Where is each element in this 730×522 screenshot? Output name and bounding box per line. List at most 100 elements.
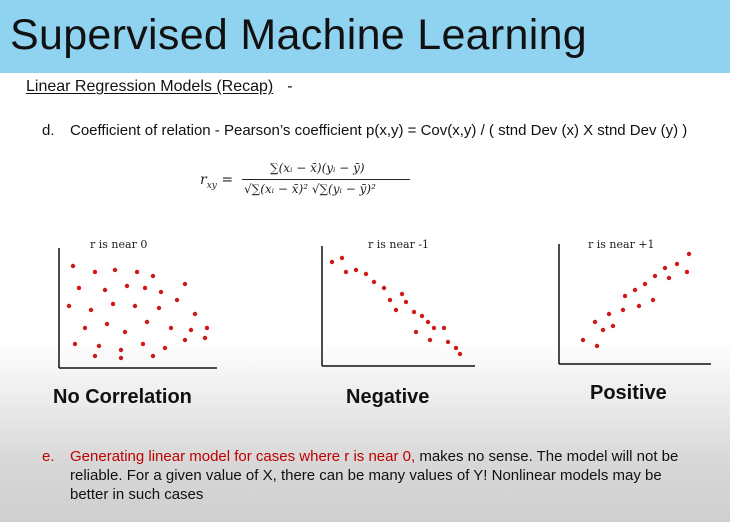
scatter-point	[413, 329, 419, 335]
item-e-marker: e.	[42, 448, 55, 465]
scatter-plot-negative	[321, 246, 475, 367]
scatter-point	[632, 287, 638, 293]
scatter-point	[96, 343, 102, 349]
plot-label-positive: r is near +1	[588, 238, 655, 251]
scatter-point	[134, 269, 140, 275]
item-e-highlight: Generating linear model for cases where …	[70, 448, 416, 465]
scatter-point	[371, 279, 377, 285]
scatter-point	[592, 319, 598, 325]
scatter-point	[104, 321, 110, 327]
scatter-point	[427, 337, 433, 343]
scatter-point	[606, 311, 612, 317]
scatter-point	[110, 301, 116, 307]
scatter-point	[411, 309, 417, 315]
scatter-point	[174, 297, 180, 303]
scatter-point	[650, 297, 656, 303]
scatter-point	[144, 319, 150, 325]
scatter-point	[636, 303, 642, 309]
scatter-point	[168, 325, 174, 331]
scatter-point	[202, 335, 208, 341]
subheading: Linear Regression Models (Recap) -	[26, 78, 293, 96]
formula-lhs: rxy =	[200, 172, 234, 191]
scatter-point	[387, 297, 393, 303]
subheading-dash: -	[287, 78, 293, 95]
scatter-point	[158, 289, 164, 295]
scatter-point	[140, 341, 146, 347]
scatter-point	[642, 281, 648, 287]
scatter-point	[441, 325, 447, 331]
scatter-point	[92, 269, 98, 275]
scatter-point	[600, 327, 606, 333]
scatter-point	[70, 263, 76, 269]
scatter-point	[674, 261, 680, 267]
scatter-point	[431, 325, 437, 331]
caption-negative: Negative	[346, 386, 430, 408]
plot-label-negative: r is near -1	[368, 238, 430, 251]
scatter-point	[182, 337, 188, 343]
scatter-point	[684, 269, 690, 275]
scatter-point	[580, 337, 586, 343]
scatter-point	[339, 255, 345, 261]
caption-positive: Positive	[590, 382, 667, 404]
formula-numerator: ∑(xᵢ − x̄)(yᵢ − ȳ)	[270, 161, 365, 175]
scatter-point	[82, 325, 88, 331]
scatter-plot-positive	[558, 244, 711, 365]
scatter-point	[142, 285, 148, 291]
scatter-point	[403, 299, 409, 305]
scatter-point	[419, 313, 425, 319]
scatter-point	[102, 287, 108, 293]
scatter-point	[652, 273, 658, 279]
scatter-point	[204, 325, 210, 331]
scatter-point	[188, 327, 194, 333]
scatter-point	[363, 271, 369, 277]
item-d-text: Coefficient of relation - Pearson’s coef…	[70, 122, 688, 139]
scatter-point	[353, 267, 359, 273]
scatter-points	[329, 255, 463, 357]
scatter-point	[666, 275, 672, 281]
subheading-text: Linear Regression Models (Recap)	[26, 78, 274, 95]
scatter-point	[662, 265, 668, 271]
scatter-point	[132, 303, 138, 309]
scatter-points	[66, 263, 210, 361]
formula-fraction-bar	[242, 179, 410, 180]
scatter-point	[150, 353, 156, 359]
scatter-point	[622, 293, 628, 299]
scatter-point	[620, 307, 626, 313]
slide-title: Supervised Machine Learning	[10, 11, 588, 59]
scatter-point	[192, 311, 198, 317]
scatter-plot-no-correlation	[58, 248, 217, 369]
scatter-point	[122, 329, 128, 335]
scatter-point	[182, 281, 188, 287]
scatter-point	[66, 303, 72, 309]
scatter-point	[150, 273, 156, 279]
scatter-point	[594, 343, 600, 349]
title-bar: Supervised Machine Learning	[0, 0, 730, 73]
scatter-point	[124, 283, 130, 289]
item-e-text: Generating linear model for cases where …	[70, 447, 700, 504]
scatter-point	[425, 319, 431, 325]
item-e-rest: makes no sense. The model will not be re…	[70, 448, 679, 503]
scatter-point	[112, 267, 118, 273]
scatter-point	[162, 345, 168, 351]
scatter-point	[118, 355, 124, 361]
plot-label-no-correlation: r is near 0	[90, 238, 148, 251]
scatter-point	[393, 307, 399, 313]
scatter-point	[72, 341, 78, 347]
scatter-point	[156, 305, 162, 311]
scatter-point	[453, 345, 459, 351]
scatter-point	[381, 285, 387, 291]
scatter-point	[610, 323, 616, 329]
scatter-point	[686, 251, 692, 257]
scatter-point	[88, 307, 94, 313]
scatter-point	[76, 285, 82, 291]
scatter-point	[343, 269, 349, 275]
formula-denominator: √∑(xᵢ − x̄)² √∑(yᵢ − ȳ)²	[244, 182, 376, 196]
scatter-point	[457, 351, 463, 357]
item-d-marker: d.	[42, 122, 55, 139]
scatter-point	[118, 347, 124, 353]
scatter-point	[329, 259, 335, 265]
caption-no-correlation: No Correlation	[53, 386, 192, 408]
scatter-point	[399, 291, 405, 297]
scatter-point	[445, 339, 451, 345]
scatter-point	[92, 353, 98, 359]
